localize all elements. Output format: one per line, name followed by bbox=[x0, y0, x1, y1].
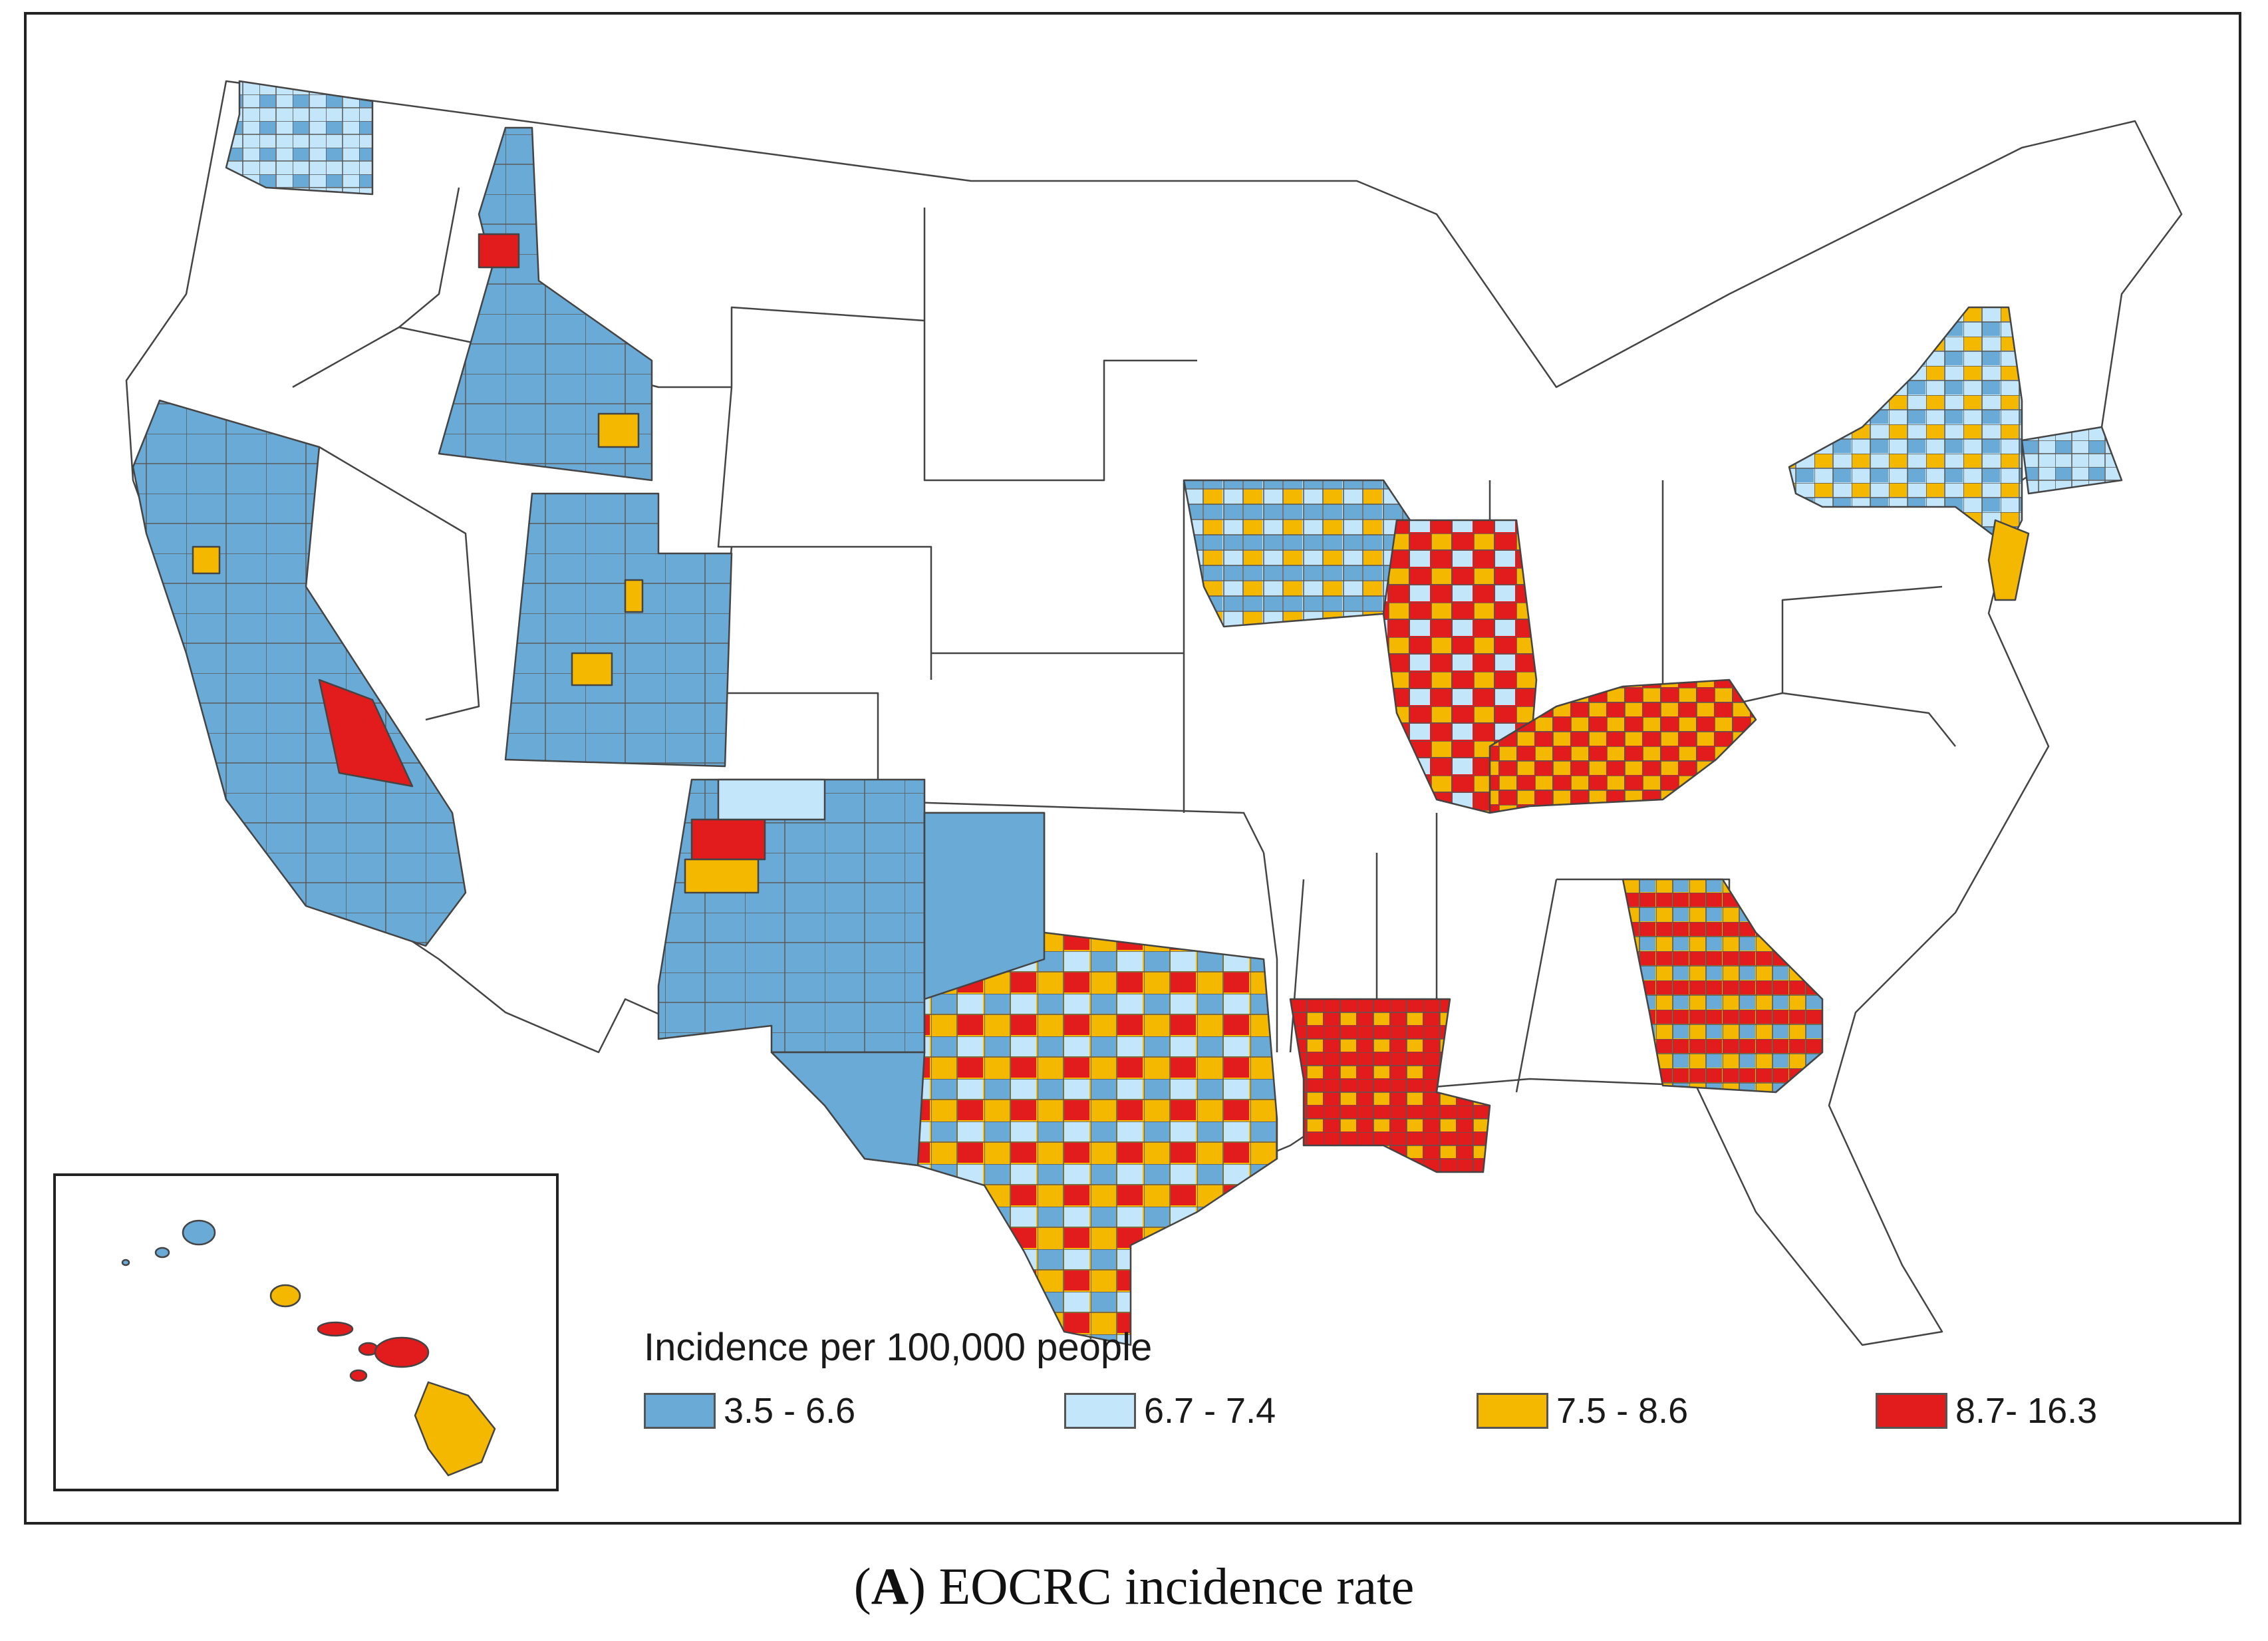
legend-item-4: 8.7- 16.3 bbox=[1876, 1390, 2097, 1431]
legend-swatch-3 bbox=[1477, 1393, 1548, 1429]
state-kentucky bbox=[1488, 678, 1757, 814]
state-louisiana bbox=[1289, 998, 1491, 1173]
legend-swatch-4 bbox=[1876, 1393, 1947, 1429]
legend-label-1: 3.5 - 6.6 bbox=[724, 1391, 856, 1431]
caption-letter: A bbox=[871, 1557, 909, 1615]
state-connecticut bbox=[2021, 426, 2123, 495]
hawaii-inset bbox=[53, 1173, 559, 1491]
state-utah bbox=[504, 492, 733, 768]
legend-label-2: 6.7 - 7.4 bbox=[1144, 1391, 1276, 1431]
legend-label-3: 7.5 - 8.6 bbox=[1556, 1391, 1689, 1431]
us-choropleth-map bbox=[125, 80, 2183, 1346]
caption-text: EOCRC incidence rate bbox=[938, 1557, 1415, 1615]
figure-caption: (A) EOCRC incidence rate bbox=[853, 1557, 1415, 1615]
state-newyork bbox=[1788, 306, 2023, 548]
state-newjersey bbox=[1987, 519, 2030, 601]
legend-title: Incidence per 100,000 people bbox=[644, 1326, 1153, 1369]
map-frame: Incidence per 100,000 people 3.5 - 6.6 6… bbox=[24, 12, 2241, 1525]
legend-item-2: 6.7 - 7.4 bbox=[1064, 1390, 1276, 1431]
legend-swatch-2 bbox=[1064, 1393, 1136, 1429]
legend-item-3: 7.5 - 8.6 bbox=[1477, 1390, 1688, 1431]
hawaii-inset-map bbox=[121, 1219, 496, 1477]
map-legend: Incidence per 100,000 people 3.5 - 6.6 6… bbox=[638, 1325, 2168, 1498]
state-iowa bbox=[1183, 479, 1411, 628]
legend-item-1: 3.5 - 6.6 bbox=[644, 1390, 855, 1431]
state-california bbox=[132, 399, 467, 947]
state-washington bbox=[225, 80, 374, 196]
legend-swatch-1 bbox=[644, 1393, 716, 1429]
state-georgia bbox=[1622, 878, 1824, 1094]
legend-label-4: 8.7- 16.3 bbox=[1955, 1391, 2098, 1431]
